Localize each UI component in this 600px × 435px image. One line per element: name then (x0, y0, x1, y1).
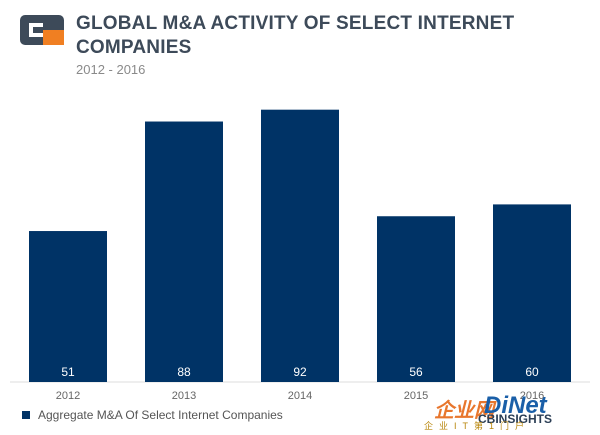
data-label-2014: 92 (293, 365, 307, 379)
x-tick-label-2013: 2013 (172, 390, 196, 402)
bar-2013 (145, 121, 223, 383)
data-label-2013: 88 (177, 365, 191, 379)
watermark-brand: CBINSIGHTS (478, 412, 553, 426)
chart-legend: Aggregate M&A Of Select Internet Compani… (22, 408, 283, 422)
chart-subtitle: 2012 - 2016 (76, 62, 146, 77)
x-tick-label-2016: 2016 (520, 390, 544, 402)
watermark: 企业网 DiNet CBINSIGHTS 企业IT第1门户 (424, 392, 594, 432)
x-tick-label-2012: 2012 (56, 390, 80, 402)
watermark-main: DiNet (484, 392, 547, 419)
bar-2012 (29, 231, 107, 382)
data-label-2012: 51 (61, 365, 75, 379)
watermark-prefix: 企业网 (434, 400, 494, 422)
data-label-2015: 56 (409, 365, 423, 379)
legend-swatch-icon (22, 411, 30, 419)
chart-title: GLOBAL M&A ACTIVITY OF SELECT INTERNET C… (76, 13, 515, 58)
legend-label: Aggregate M&A Of Select Internet Compani… (38, 408, 283, 422)
watermark-sub: 企业IT第1门户 (424, 421, 531, 431)
data-label-2016: 60 (525, 365, 539, 379)
x-tick-label-2015: 2015 (404, 390, 428, 402)
bar-2016 (493, 204, 571, 382)
cb-insights-logo-icon (20, 15, 64, 45)
bar-2015 (377, 216, 455, 382)
x-tick-label-2014: 2014 (288, 390, 312, 402)
bar-2014 (261, 109, 339, 383)
